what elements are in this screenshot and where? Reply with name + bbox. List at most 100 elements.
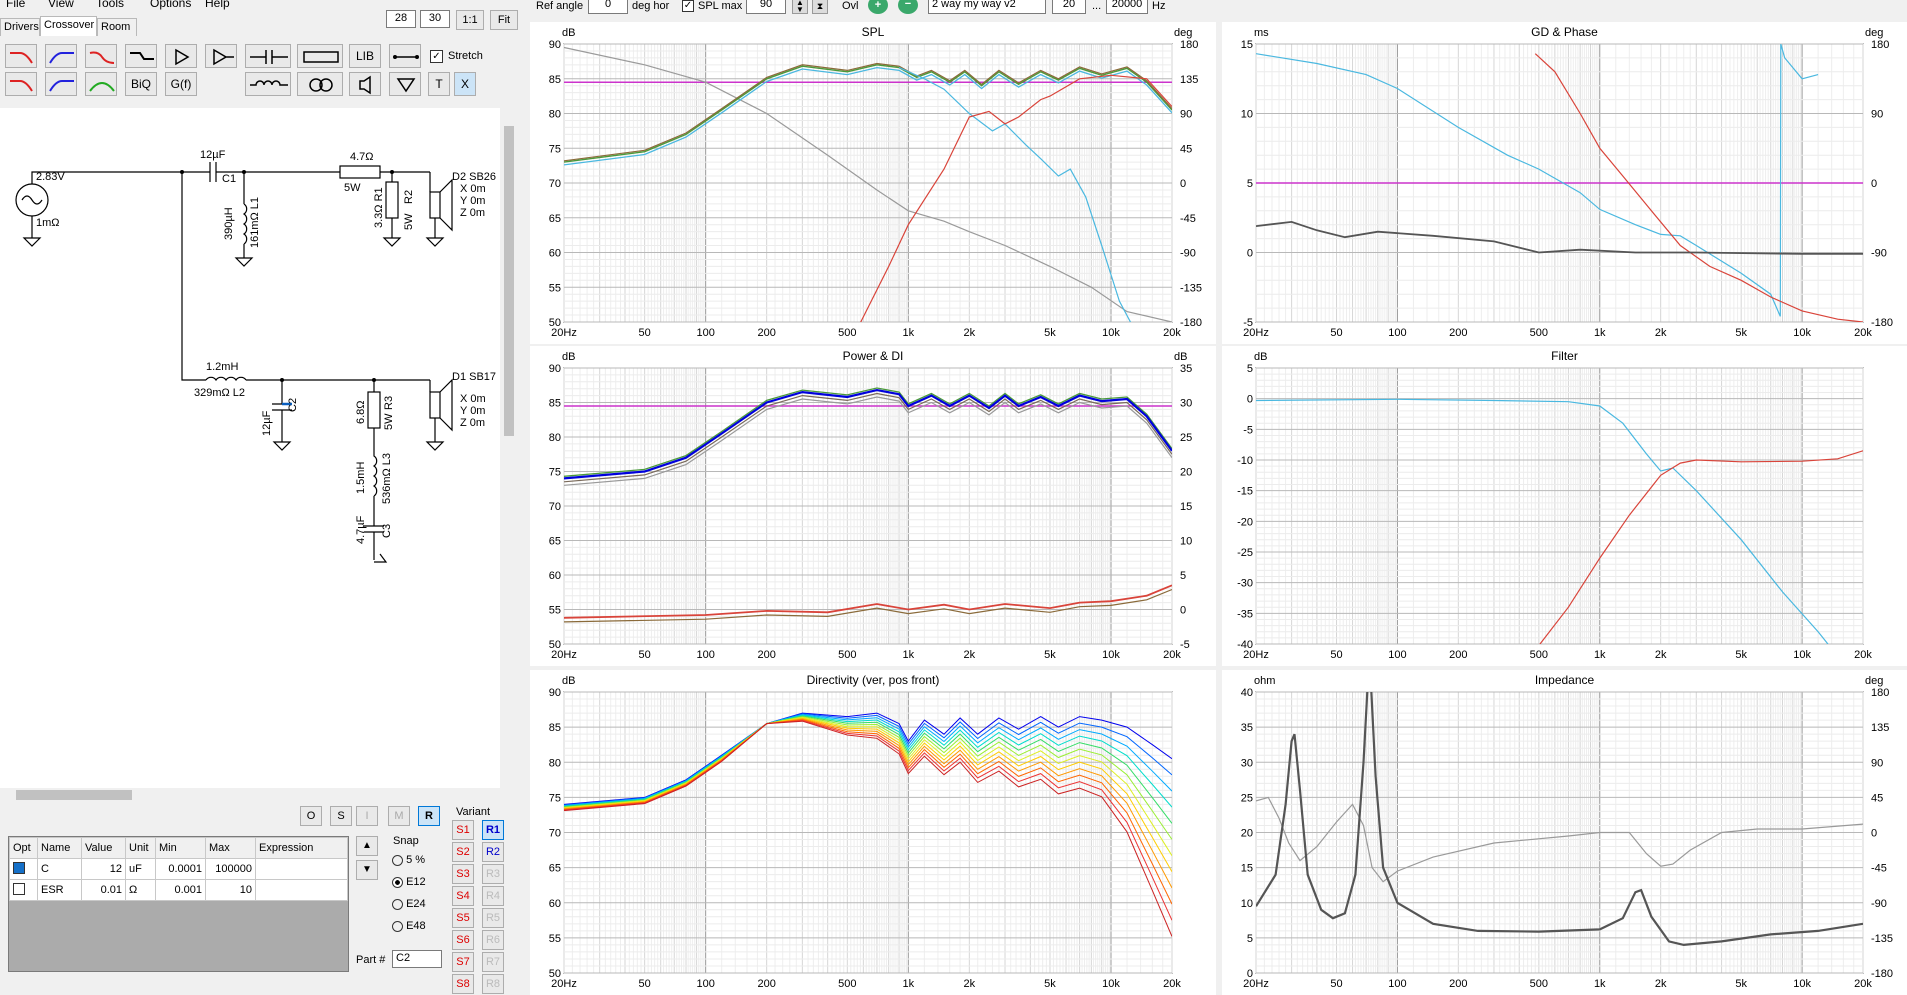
opt-s-button[interactable]: S: [330, 806, 352, 826]
capacitor-button[interactable]: [245, 44, 291, 68]
snap-option-e12[interactable]: E12: [392, 876, 426, 888]
tab-drivers[interactable]: Drivers: [0, 18, 40, 36]
filter-graph[interactable]: 5 0 -5 -10 -15 -20 -25 -30 -35 -40 20Hz 50 100 200 500…: [1222, 346, 1907, 666]
zoom-one-button[interactable]: 1:1: [456, 10, 484, 30]
variant-r-button[interactable]: R1: [482, 820, 504, 840]
power-di-graph[interactable]: 90 85 80 75 70 65 60 55 50 35 30 25 20 15 10 5 0 -5 20Hz 50…: [530, 346, 1216, 666]
schematic-canvas[interactable]: 2.83V 1mΩ 12µF C1 4.7Ω 5W D2 SB26 X 0m Y…: [0, 108, 500, 788]
tab-room[interactable]: Room: [97, 18, 137, 36]
opt-checkbox[interactable]: [13, 882, 25, 895]
highpass2-button[interactable]: [45, 72, 77, 96]
variant-s-button[interactable]: S6: [452, 930, 474, 950]
driver-button[interactable]: [349, 72, 381, 96]
opt-r-button[interactable]: R: [418, 806, 440, 826]
radio-icon[interactable]: [392, 920, 403, 932]
spl-max-input[interactable]: 90: [746, 0, 786, 14]
variant-r-button[interactable]: R2: [482, 842, 504, 862]
cell-name[interactable]: C: [37, 858, 82, 880]
ground-button[interactable]: [389, 72, 421, 96]
menu-file[interactable]: File: [6, 0, 26, 10]
variant-r-button[interactable]: R3: [482, 864, 504, 884]
add-overlay-button[interactable]: +: [868, 0, 888, 14]
variant-s-button[interactable]: S4: [452, 886, 474, 906]
shelf-button[interactable]: [125, 44, 157, 68]
opt-o-button[interactable]: O: [300, 806, 322, 826]
variant-s-button[interactable]: S1: [452, 820, 474, 840]
radio-selected-icon[interactable]: [392, 876, 403, 888]
remove-overlay-button[interactable]: −: [898, 0, 918, 14]
vscroll-thumb[interactable]: [504, 126, 514, 436]
opt-m-button[interactable]: M: [388, 806, 410, 826]
amplifier-button[interactable]: [165, 44, 197, 68]
cell-name[interactable]: ESR: [37, 879, 82, 901]
hscroll-thumb[interactable]: [16, 790, 132, 800]
zoom-b-field[interactable]: 30: [420, 10, 450, 28]
radio-icon[interactable]: [392, 854, 403, 866]
snap-option-5[interactable]: 5 %: [392, 854, 425, 866]
snap-option-e24[interactable]: E24: [392, 898, 426, 910]
cell-min[interactable]: 0.0001: [155, 858, 206, 880]
menu-tools[interactable]: Tools: [96, 0, 125, 10]
variant-r-button[interactable]: R5: [482, 908, 504, 928]
lib-button[interactable]: LIB: [349, 44, 381, 68]
schematic-hscroll[interactable]: [0, 788, 500, 802]
text-button[interactable]: T: [428, 72, 450, 96]
zoom-fit-button[interactable]: Fit: [490, 10, 518, 30]
menu-options[interactable]: Options: [150, 0, 192, 10]
table-row[interactable]: C 12 uF 0.0001 100000: [9, 858, 348, 880]
delete-button[interactable]: X: [454, 72, 476, 96]
cell-value[interactable]: 0.01: [81, 879, 126, 901]
variant-r-button[interactable]: R4: [482, 886, 504, 906]
project-name-field[interactable]: 2 way my way v2: [928, 0, 1046, 14]
variant-r-button[interactable]: R8: [482, 974, 504, 994]
directivity-graph[interactable]: 90 85 80 75 70 65 60 55 50 20Hz 50 100 200 500 1k 2k 5k 1…: [530, 670, 1216, 995]
inductor-button[interactable]: [245, 72, 291, 96]
snap-option-e48[interactable]: E48: [392, 920, 426, 932]
variant-s-button[interactable]: S7: [452, 952, 474, 972]
opt-checkbox[interactable]: [13, 861, 25, 874]
cell-max[interactable]: 10: [205, 879, 256, 901]
menu-view[interactable]: View: [48, 0, 74, 10]
imp-plot[interactable]: 403530252015105018013590450-45-90-135-18…: [1222, 670, 1907, 995]
spl-plot[interactable]: 90 85 80 75 70 65 60 55 50 180 135 90 45 0 -45 -90 -135 -…: [530, 22, 1216, 344]
part-input[interactable]: C2: [392, 950, 442, 968]
lowpass2-button[interactable]: [5, 72, 37, 96]
radio-icon[interactable]: [392, 898, 403, 910]
opt-i-button[interactable]: I: [356, 806, 378, 826]
bandpass-green-button[interactable]: [85, 72, 117, 96]
variant-s-button[interactable]: S8: [452, 974, 474, 994]
spl-graph[interactable]: 90 85 80 75 70 65 60 55 50 180 135 90 45 0 -45 -90 -135 -…: [530, 22, 1216, 344]
cell-expression[interactable]: [255, 858, 348, 880]
variant-r-button[interactable]: R7: [482, 952, 504, 972]
transformer-button[interactable]: [297, 72, 343, 96]
spl-max-checkbox[interactable]: ✓: [682, 0, 694, 12]
freq-max-input[interactable]: 20000: [1106, 0, 1148, 14]
opt-checkbox-cell[interactable]: [9, 879, 38, 901]
lowpass-red-button[interactable]: [5, 44, 37, 68]
cell-max[interactable]: 100000: [205, 858, 256, 880]
resistor-button[interactable]: [297, 44, 343, 68]
variant-r-button[interactable]: R6: [482, 930, 504, 950]
ref-angle-input[interactable]: 0: [588, 0, 628, 14]
zoom-a-field[interactable]: 28: [386, 10, 416, 28]
cell-value[interactable]: 12: [81, 858, 126, 880]
schematic-vscroll[interactable]: [502, 108, 516, 788]
biq-button[interactable]: BiQ: [125, 72, 157, 96]
buffer-button[interactable]: [205, 44, 237, 68]
menu-help[interactable]: Help: [205, 0, 230, 10]
move-up-button[interactable]: ▲: [356, 836, 378, 856]
variant-s-button[interactable]: S5: [452, 908, 474, 928]
gd-phase-graph[interactable]: 15 10 5 0 -5 180 90 0 -90 -180 20Hz 50 100 200 500 1k 2k…: [1222, 22, 1907, 344]
stretch-checkbox[interactable]: ✓: [430, 50, 443, 63]
wire-button[interactable]: [389, 44, 421, 68]
cell-expression[interactable]: [255, 879, 348, 901]
spl-max-spinner[interactable]: ▲ ▼: [792, 0, 808, 14]
bandpass-red-button[interactable]: [85, 44, 117, 68]
gf-button[interactable]: G(f): [165, 72, 197, 96]
impedance-graph[interactable]: 40 35 30 25 20 15 10 5 0 180 135 90 45 0 -45 -90 -135 -18…: [1222, 670, 1907, 995]
highpass-blue-button[interactable]: [45, 44, 77, 68]
